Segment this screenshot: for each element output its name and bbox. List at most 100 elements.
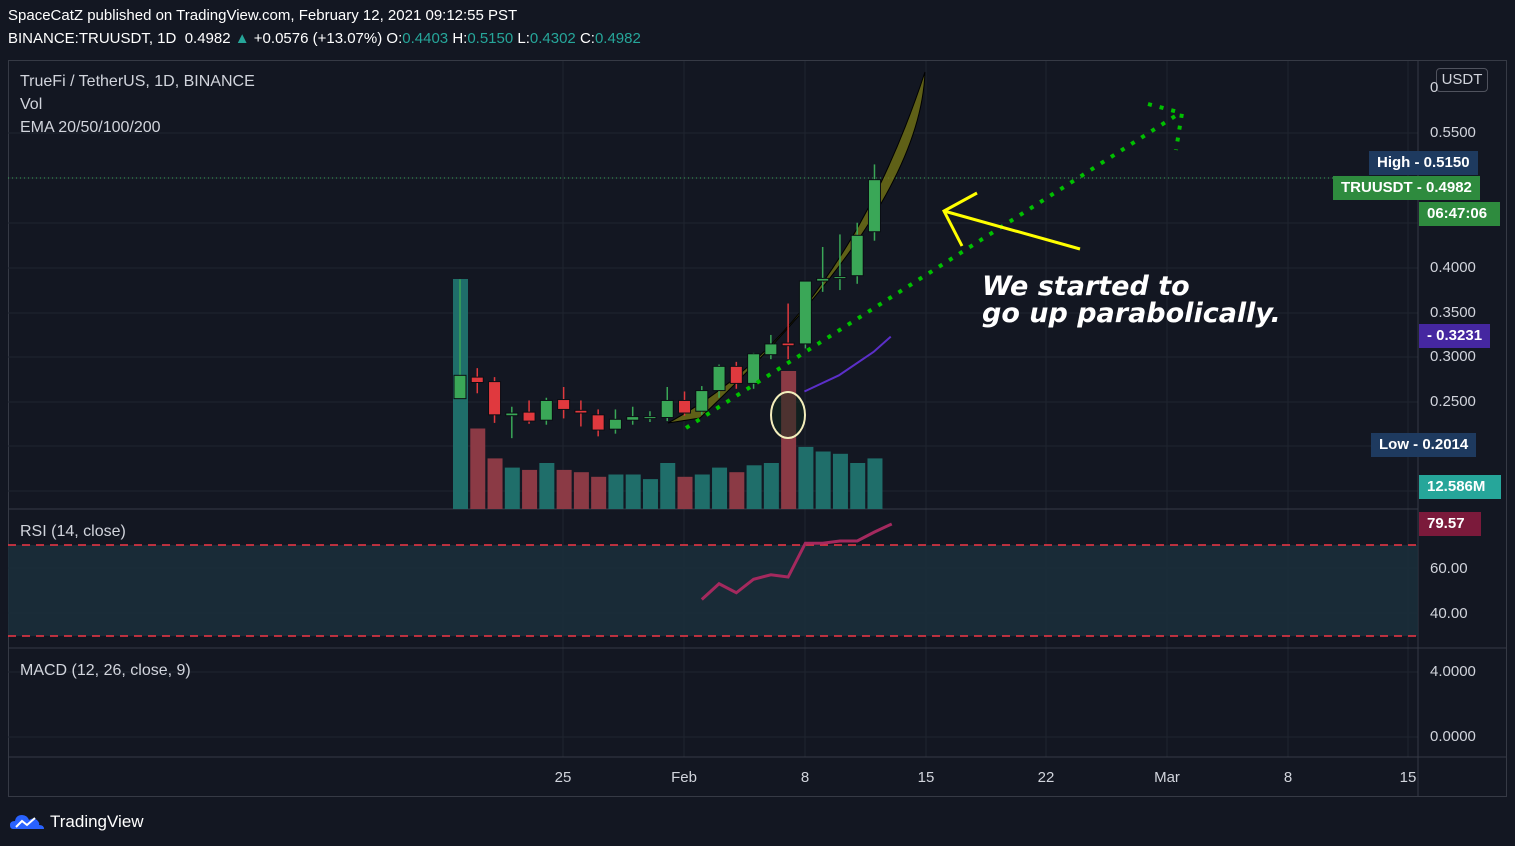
last-price: 0.4982: [184, 30, 231, 47]
high-value: 0.5150: [467, 30, 514, 47]
volume-highlight-circle: [770, 391, 806, 439]
low-badge: Low - 0.2014: [1371, 433, 1477, 457]
yellow-arrow-head: [941, 191, 978, 247]
low-badge-value: 0.2014: [1422, 436, 1469, 453]
volume-bar: [556, 469, 572, 509]
dotted-arrow-head: [1147, 102, 1185, 151]
candle-body: [695, 390, 709, 412]
low-label: L:: [517, 30, 530, 47]
open-value: 0.4403: [402, 30, 449, 47]
volume-bar: [573, 472, 589, 509]
legend-rsi[interactable]: RSI (14, close): [20, 523, 126, 540]
volume-bar: [712, 467, 728, 509]
high-badge: High - 0.5150: [1369, 151, 1478, 175]
date-tick: 22: [1037, 769, 1055, 786]
candle-body: [833, 276, 847, 280]
volume-bar: [746, 465, 762, 509]
candle-body: [678, 399, 692, 414]
open-label: O:: [386, 30, 403, 47]
ema-20-line: [803, 335, 892, 393]
date-tick: 8: [1283, 769, 1293, 786]
volume-bar: [539, 463, 555, 509]
legend-macd[interactable]: MACD (12, 26, close, 9): [20, 662, 191, 679]
volume-bar: [504, 467, 520, 509]
publisher-line: SpaceCatZ published on TradingView.com, …: [8, 7, 518, 24]
chart-frame[interactable]: [8, 60, 1507, 797]
price-tick: 0.4000: [1430, 259, 1476, 276]
volume-bar: [850, 463, 866, 509]
low-value: 0.4302: [529, 30, 576, 47]
volume-bar: [625, 474, 641, 509]
volume-bar: [763, 463, 779, 509]
volume-bar: [470, 428, 486, 509]
candle-body: [626, 416, 640, 421]
tradingview-logo[interactable]: TradingView: [10, 810, 144, 834]
symbol-badge: TRUUSDT - 0.4982: [1333, 176, 1480, 200]
candle-body: [747, 353, 761, 384]
candle-body: [539, 399, 553, 421]
price-tick: 0.2500: [1430, 393, 1476, 410]
candle-body: [867, 179, 881, 233]
high-label: H:: [452, 30, 468, 47]
rsi-tick: 60.00: [1430, 560, 1468, 577]
low-badge-label: Low: [1379, 436, 1409, 453]
candle-body: [660, 399, 674, 419]
candle-body: [453, 374, 467, 400]
volume-bar: [729, 472, 745, 509]
close-value: 0.4982: [594, 30, 641, 47]
tradingview-brand: TradingView: [50, 812, 144, 831]
symbol-badge-label: TRUUSDT: [1341, 179, 1413, 196]
rsi-badge: 79.57: [1419, 512, 1481, 536]
candle-body: [781, 342, 795, 347]
candle-body: [816, 277, 830, 282]
close-label: C:: [579, 30, 595, 47]
candle-body: [470, 376, 484, 384]
volume-bar: [591, 476, 607, 509]
candle-body: [850, 234, 864, 277]
date-tick: 8: [800, 769, 810, 786]
ema-badge-value: 0.3231: [1436, 327, 1483, 344]
annotation-line-2: go up parabolically.: [982, 298, 1281, 329]
candle-body: [557, 399, 571, 410]
yellow-arrow-line: [943, 209, 1081, 251]
candle-body: [608, 418, 622, 430]
parabola-shape: [667, 71, 926, 424]
price-tick: 0.3000: [1430, 348, 1476, 365]
volume-badge: 12.586M: [1419, 475, 1501, 499]
legend-pair[interactable]: TrueFi / TetherUS, 1D, BINANCE: [20, 73, 255, 90]
price-tick: 0.5500: [1430, 124, 1476, 141]
candle-body: [574, 409, 588, 414]
volume-bar: [522, 469, 538, 509]
date-tick: Mar: [1154, 769, 1180, 786]
volume-bar: [660, 463, 676, 509]
legend-ema[interactable]: EMA 20/50/100/200: [20, 119, 161, 136]
volume-bar: [815, 451, 831, 509]
volume-bar: [608, 474, 624, 509]
date-tick: 15: [917, 769, 935, 786]
candle-body: [591, 414, 605, 431]
date-tick: 15: [1399, 769, 1417, 786]
price-change: +0.0576 (+13.07%): [253, 30, 383, 47]
symbol-badge-value: 0.4982: [1426, 179, 1472, 196]
date-tick: Feb: [671, 769, 697, 786]
up-triangle-icon: ▲: [234, 30, 250, 47]
volume-bar: [798, 446, 814, 509]
price-tick: 0.3500: [1430, 304, 1476, 321]
date-tick: 25: [554, 769, 572, 786]
currency-selector[interactable]: USDT: [1436, 68, 1488, 92]
candle-body: [505, 412, 519, 417]
ema-badge: - 0.3231: [1419, 324, 1490, 348]
macd-tick: 4.0000: [1430, 663, 1476, 680]
countdown-badge: 06:47:06: [1419, 202, 1500, 226]
volume-bar: [487, 458, 503, 509]
legend-vol[interactable]: Vol: [20, 96, 43, 113]
volume-bar: [867, 458, 883, 509]
volume-bar: [694, 474, 710, 509]
volume-bar: [677, 476, 693, 509]
high-badge-label: High: [1377, 154, 1411, 171]
price-tick-partial-top: 0: [1430, 79, 1439, 96]
candle-body: [729, 365, 743, 384]
candle-body: [643, 416, 657, 420]
volume-bar: [832, 453, 848, 509]
